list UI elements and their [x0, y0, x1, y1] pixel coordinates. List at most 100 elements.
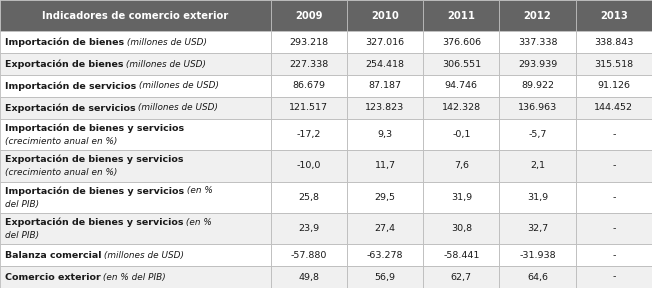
Text: 86.679: 86.679 [292, 82, 325, 90]
Bar [499, 266, 576, 288]
Bar [271, 97, 347, 119]
Text: -5,7: -5,7 [528, 130, 547, 139]
Text: (millones de USD): (millones de USD) [123, 60, 206, 69]
Bar [0, 0, 271, 31]
Text: 91.126: 91.126 [597, 82, 630, 90]
Text: 31,9: 31,9 [451, 193, 472, 202]
Bar [0, 53, 271, 75]
Bar [423, 244, 499, 266]
Text: 327.016: 327.016 [365, 38, 405, 47]
Text: -: - [612, 251, 615, 260]
Bar [423, 181, 499, 213]
Text: Importación de bienes y servicios: Importación de bienes y servicios [5, 186, 184, 196]
Bar [0, 119, 271, 150]
Bar [347, 181, 423, 213]
Bar [347, 213, 423, 244]
Text: (millones de USD): (millones de USD) [101, 251, 184, 260]
Bar [0, 75, 271, 97]
Text: Importación de servicios: Importación de servicios [5, 81, 136, 91]
Text: Indicadores de comercio exterior: Indicadores de comercio exterior [42, 11, 228, 21]
Bar [271, 266, 347, 288]
Text: -: - [612, 224, 615, 233]
Text: (en % del PIB): (en % del PIB) [100, 272, 166, 282]
Bar [423, 0, 499, 31]
Text: -57.880: -57.880 [291, 251, 327, 260]
Bar [0, 181, 271, 213]
Text: 27,4: 27,4 [374, 224, 396, 233]
Text: 25,8: 25,8 [298, 193, 319, 202]
Text: -0,1: -0,1 [452, 130, 471, 139]
Bar [347, 150, 423, 181]
Bar [499, 119, 576, 150]
Text: 64,6: 64,6 [527, 272, 548, 282]
Bar [499, 181, 576, 213]
Bar [271, 53, 347, 75]
Bar [576, 213, 652, 244]
Text: 136.963: 136.963 [518, 103, 557, 112]
Bar [347, 75, 423, 97]
Text: 56,9: 56,9 [374, 272, 396, 282]
Text: (millones de USD): (millones de USD) [136, 82, 219, 90]
Text: 30,8: 30,8 [451, 224, 472, 233]
Text: 94.746: 94.746 [445, 82, 478, 90]
Text: 227.338: 227.338 [289, 60, 329, 69]
Bar [271, 119, 347, 150]
Bar [0, 266, 271, 288]
Bar [271, 75, 347, 97]
Bar [347, 119, 423, 150]
Bar [347, 266, 423, 288]
Text: 23,9: 23,9 [298, 224, 319, 233]
Bar [499, 213, 576, 244]
Bar [271, 213, 347, 244]
Bar [576, 97, 652, 119]
Bar [423, 53, 499, 75]
Text: -: - [612, 272, 615, 282]
Text: -31.938: -31.938 [519, 251, 556, 260]
Bar [347, 97, 423, 119]
Text: Importación de bienes: Importación de bienes [5, 37, 124, 47]
Text: -10,0: -10,0 [297, 161, 321, 170]
Bar [0, 97, 271, 119]
Text: 2,1: 2,1 [530, 161, 545, 170]
Text: 32,7: 32,7 [527, 224, 548, 233]
Text: Exportación de bienes y servicios: Exportación de bienes y servicios [5, 218, 183, 227]
Bar [271, 31, 347, 53]
Bar [423, 97, 499, 119]
Text: 306.551: 306.551 [441, 60, 481, 69]
Bar [347, 244, 423, 266]
Bar [271, 181, 347, 213]
Text: 11,7: 11,7 [374, 161, 396, 170]
Text: 315.518: 315.518 [594, 60, 634, 69]
Text: 2012: 2012 [524, 11, 552, 21]
Bar [499, 0, 576, 31]
Bar [576, 119, 652, 150]
Text: 62,7: 62,7 [451, 272, 472, 282]
Bar [271, 150, 347, 181]
Text: -: - [612, 161, 615, 170]
Bar [423, 119, 499, 150]
Text: 293.939: 293.939 [518, 60, 557, 69]
Text: Balanza comercial: Balanza comercial [5, 251, 101, 260]
Bar [576, 31, 652, 53]
Text: 254.418: 254.418 [366, 60, 404, 69]
Text: (millones de USD): (millones de USD) [124, 38, 207, 47]
Bar [576, 75, 652, 97]
Text: (en %: (en % [184, 186, 213, 196]
Text: 2010: 2010 [371, 11, 399, 21]
Bar [423, 213, 499, 244]
Text: -63.278: -63.278 [367, 251, 403, 260]
Text: 376.606: 376.606 [441, 38, 481, 47]
Text: 2009: 2009 [295, 11, 323, 21]
Bar [271, 0, 347, 31]
Text: (en %: (en % [183, 218, 212, 227]
Bar [576, 181, 652, 213]
Text: -17,2: -17,2 [297, 130, 321, 139]
Bar [347, 0, 423, 31]
Text: 2013: 2013 [600, 11, 628, 21]
Bar [423, 75, 499, 97]
Text: 293.218: 293.218 [289, 38, 329, 47]
Bar [423, 31, 499, 53]
Text: 29,5: 29,5 [374, 193, 396, 202]
Text: 9,3: 9,3 [378, 130, 393, 139]
Text: 31,9: 31,9 [527, 193, 548, 202]
